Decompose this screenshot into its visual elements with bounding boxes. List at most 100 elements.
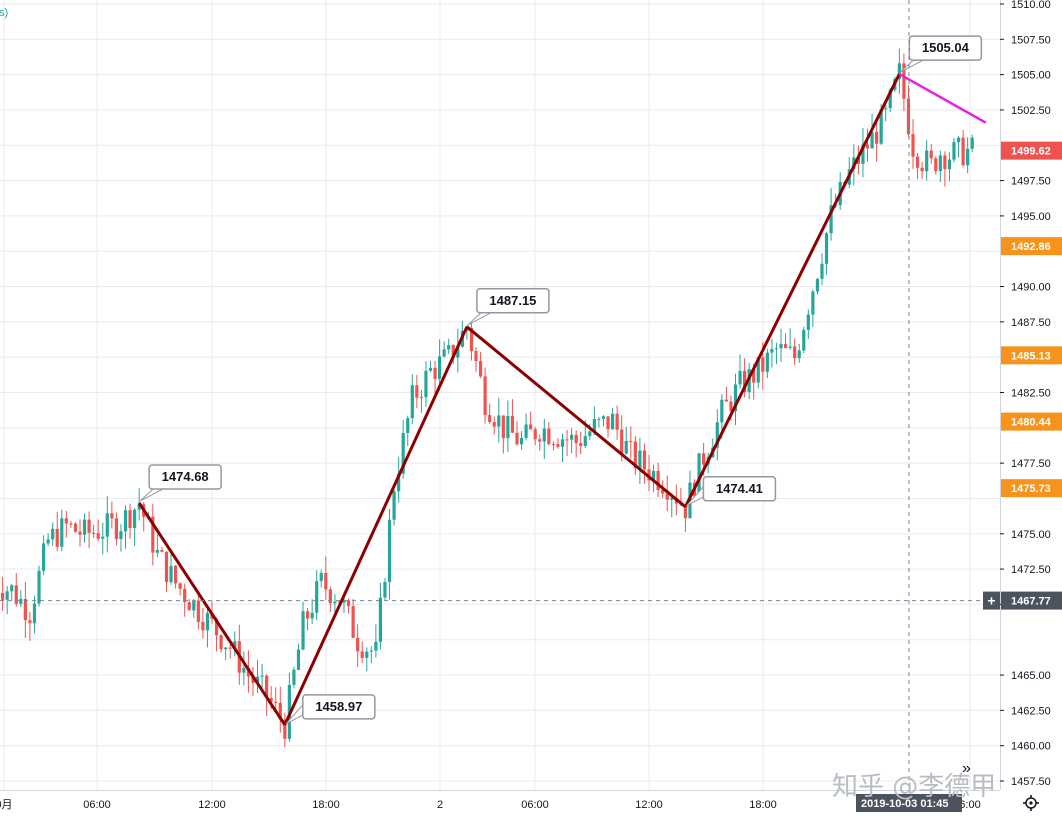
candle-body <box>661 489 665 494</box>
candle-body <box>105 513 109 537</box>
candle-body <box>702 453 706 465</box>
candle-body <box>374 641 378 651</box>
candle-body <box>606 416 610 430</box>
candle-body <box>383 581 387 598</box>
candle-body <box>665 493 669 500</box>
callout-box <box>148 464 222 490</box>
callout-label: 1474.68 <box>162 469 209 484</box>
candle-body <box>255 676 260 683</box>
candle-body <box>742 370 747 392</box>
double-chevron-icon[interactable]: » <box>962 760 971 777</box>
candle-body <box>123 510 128 532</box>
candle-body <box>888 89 892 109</box>
candle-body <box>638 450 642 469</box>
candle-body <box>319 572 323 582</box>
candle-body <box>765 352 769 372</box>
candle-body <box>806 314 810 330</box>
candle-body <box>956 137 961 143</box>
candle-body <box>219 635 223 650</box>
candle-body <box>906 98 911 135</box>
candle-body <box>69 523 73 525</box>
candle-body <box>570 434 574 440</box>
candle-body <box>947 159 952 170</box>
candle-body <box>683 504 688 519</box>
candle-body <box>137 504 141 510</box>
candle-body <box>697 453 701 497</box>
candle-body <box>597 418 601 420</box>
candle-body <box>173 565 178 584</box>
zigzag-segment <box>283 326 469 726</box>
candle-body <box>592 419 596 432</box>
candle-body <box>519 437 524 445</box>
price-tick-label: 1457.50 <box>1011 776 1051 788</box>
price-tick-label: 1460.00 <box>1011 741 1051 753</box>
candle-body <box>565 439 569 441</box>
zigzag-segment <box>137 502 287 726</box>
candle-body <box>601 416 606 419</box>
price-tag: 1499.62 <box>1001 141 1062 160</box>
price-tag: 1475.73 <box>1001 479 1062 498</box>
candle-body <box>155 549 159 553</box>
price-tick-label: 1495.00 <box>1011 211 1051 223</box>
candle-body <box>469 327 474 351</box>
candle-body <box>305 611 310 619</box>
candle-body <box>510 415 515 433</box>
candle-body <box>169 565 173 583</box>
crosshair-time-tag: 2019-10-03 01:45 <box>856 794 962 812</box>
candle-body <box>761 357 765 372</box>
price-tag: 1485.13 <box>1001 346 1062 365</box>
candle-body <box>82 519 87 535</box>
zigzag-lines <box>137 72 987 726</box>
candle-body <box>196 600 200 622</box>
candle-body <box>547 428 551 445</box>
candle-body <box>938 155 942 172</box>
time-tick-label: 06:00 <box>83 799 111 811</box>
candle-body <box>488 415 492 423</box>
candle-body <box>610 413 615 430</box>
candle-body <box>802 329 806 351</box>
candle-body <box>875 131 879 144</box>
candle-body <box>246 668 251 677</box>
candle-body <box>342 600 346 603</box>
price-axis[interactable]: 1510.00 1507.50 1505.00 1502.50 1497.50 1495.… <box>983 0 1062 830</box>
candle-body <box>815 278 820 292</box>
crosshair-time-label: 2019-10-03 01:45 <box>861 798 948 810</box>
time-axis[interactable]: 0月 06:00 12:00 18:00 2 06:00 12:00 18:00 6:00 201… <box>0 790 1000 813</box>
price-tick-label: 1477.50 <box>1011 458 1051 470</box>
candle-body <box>101 536 105 539</box>
crosshair-price-tag[interactable]: +1467.77 <box>983 591 1062 610</box>
candle-body <box>41 543 46 571</box>
candle-body <box>55 528 59 547</box>
candle-body <box>633 441 637 469</box>
candle-body <box>46 539 50 544</box>
candle-body <box>824 233 829 264</box>
candle-body <box>670 497 674 500</box>
candle-body <box>406 418 410 433</box>
candle-body <box>410 385 414 419</box>
candle-body <box>451 345 455 358</box>
candle-body <box>23 599 27 621</box>
price-tick-label: 1487.50 <box>1011 317 1051 329</box>
candle-body <box>242 668 246 673</box>
crosshair-time-bg <box>856 794 962 812</box>
candle-body <box>756 357 760 383</box>
candle-body <box>296 649 301 670</box>
crosshair-price-label: 1467.77 <box>1011 596 1051 608</box>
candle-body <box>651 470 656 481</box>
candle-body <box>870 131 874 149</box>
candle-body <box>515 432 519 445</box>
price-tick-label: 1472.50 <box>1011 564 1051 576</box>
candle-body <box>19 599 23 604</box>
time-tick-label: 6:00 <box>959 799 980 811</box>
candle-body <box>415 385 419 398</box>
candle-body <box>934 158 938 172</box>
candle-body <box>114 518 119 540</box>
settings-gear-icon[interactable] <box>1023 795 1039 811</box>
candle-body <box>37 570 41 604</box>
candle-body <box>128 510 132 529</box>
price-tag: 1492.86 <box>1001 237 1062 256</box>
zigzag-segment <box>465 325 687 508</box>
price-callout: 1505.04 <box>900 35 983 73</box>
candle-body <box>397 473 401 492</box>
